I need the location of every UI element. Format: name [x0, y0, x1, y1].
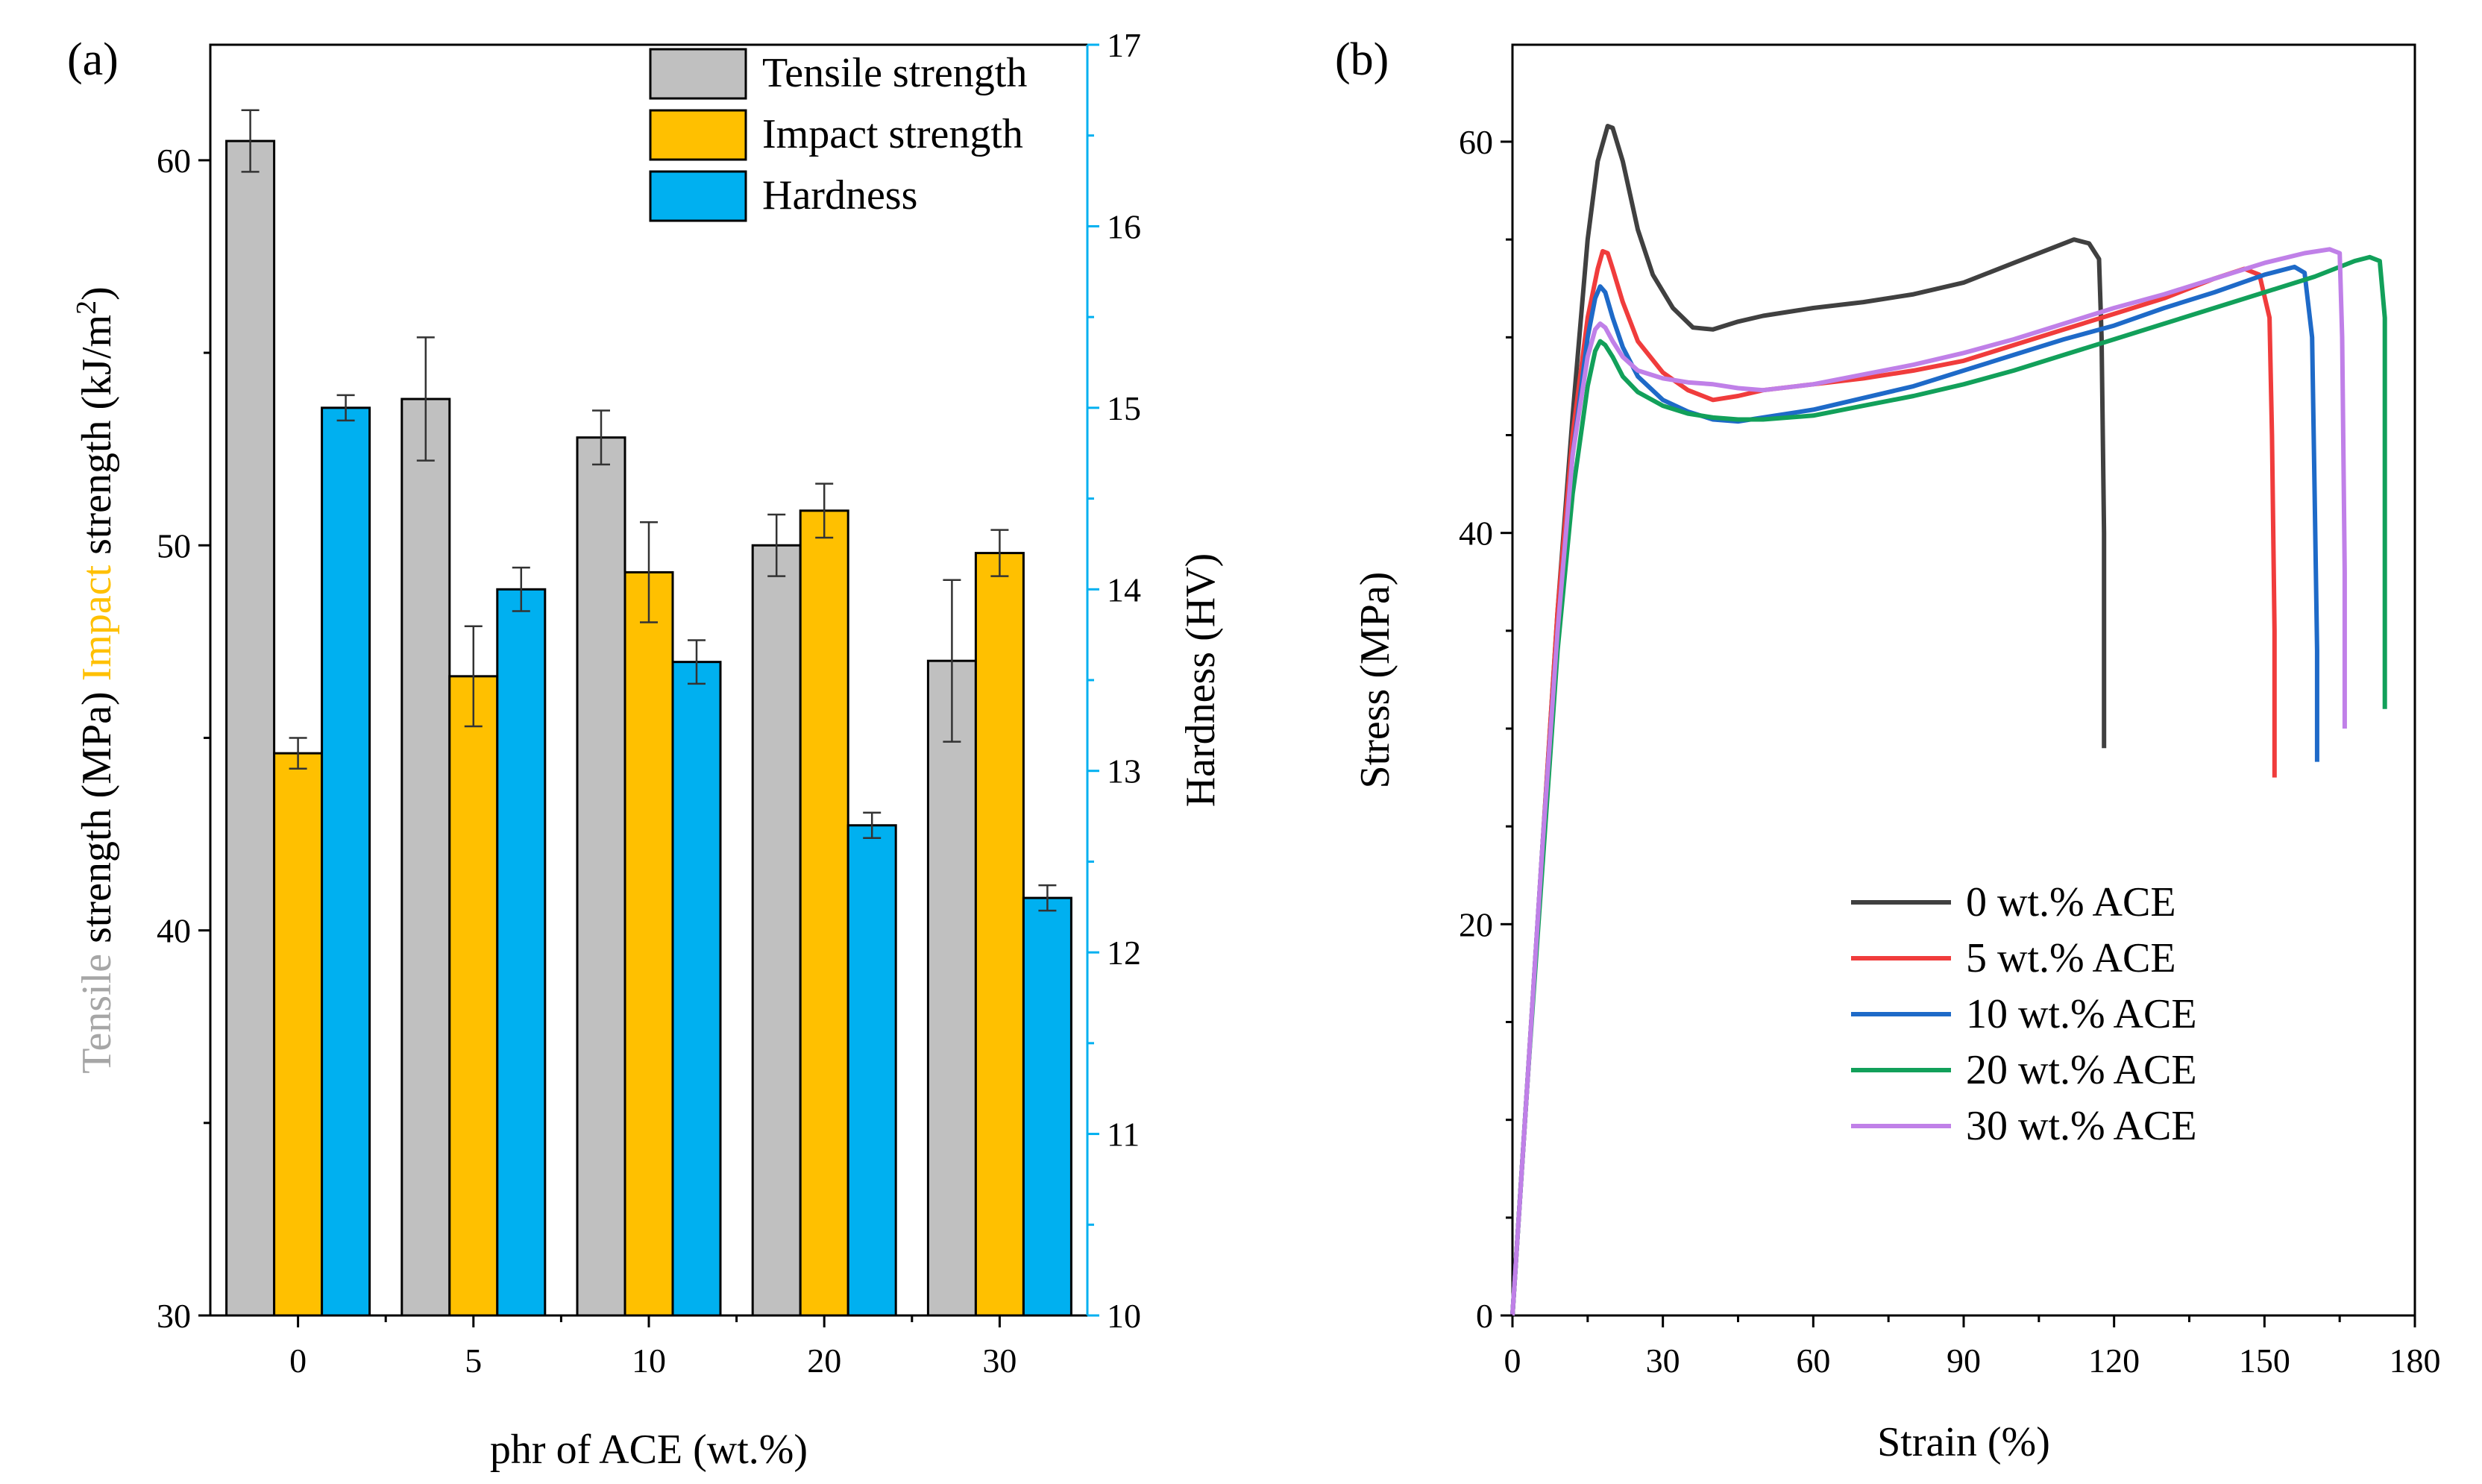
b-xtick-label-120: 120 [2088, 1342, 2140, 1380]
line-30-wt-ace [1510, 247, 2347, 1316]
b-xtick-label-90: 90 [1947, 1342, 1981, 1380]
bar-impact-30 [974, 552, 1025, 1317]
a-xtick-label-0: 0 [289, 1342, 307, 1380]
legend-label-10-wt-ace: 10 wt.% ACE [1966, 991, 2197, 1037]
b-xtick-label-150: 150 [2239, 1342, 2290, 1380]
a-y2tick-label-14: 14 [1107, 570, 1141, 609]
a-xtick-label-30: 30 [982, 1342, 1017, 1380]
panel-b-y-axis: 0 20 40 60 [1459, 123, 1512, 1335]
bar-tensile-10 [576, 436, 626, 1317]
a-y2tick-label-12: 12 [1107, 934, 1141, 972]
b-ytick-label-0: 0 [1476, 1297, 1493, 1335]
y-title-tensile: Tensile [74, 954, 120, 1074]
line-5-wt-ace [1510, 248, 2277, 1316]
panel-b-label: (b) [1335, 34, 1389, 85]
a-y2tick-label-11: 11 [1107, 1116, 1140, 1154]
b-xtick-label-180: 180 [2390, 1342, 2441, 1380]
panel-a-x-axis: 0 5 10 20 30 [289, 1315, 1017, 1380]
a-ytick-label-40: 40 [157, 912, 191, 950]
bar-tensile-5 [400, 397, 451, 1317]
a-y2tick-label-13: 13 [1107, 752, 1141, 790]
legend-label-0-wt-ace: 0 wt.% ACE [1966, 879, 2176, 925]
y-title-superscript: 2 [71, 301, 102, 315]
b-xtick-label-60: 60 [1796, 1342, 1830, 1380]
panel-a-legend: Tensile strength Impact strength Hardness [649, 48, 1027, 222]
panel-b-x-axis-title: Strain (%) [1877, 1419, 2050, 1465]
bar-tensile-0 [225, 139, 276, 1317]
legend-label-20-wt-ace: 20 wt.% ACE [1966, 1047, 2197, 1093]
panel-a-y-axis-title: Tensile strength (MPa) Impact strength (… [71, 286, 120, 1074]
bar-impact-0 [273, 752, 324, 1317]
panel-a-label: (a) [67, 34, 119, 85]
line-20-wt-ace [1510, 254, 2387, 1316]
panel-b-legend: 0 wt.% ACE 5 wt.% ACE 10 wt.% ACE 20 wt.% A… [1851, 879, 2197, 1149]
a-ytick-label-50: 50 [157, 526, 191, 565]
legend-label-5-wt-ace: 5 wt.% ACE [1966, 935, 2176, 981]
panel-a-left-axis: 30 40 50 60 [157, 142, 210, 1335]
panel-a-right-axis: 10 11 12 13 14 15 16 17 [1087, 26, 1141, 1335]
a-y2tick-label-10: 10 [1107, 1297, 1141, 1335]
a-y2tick-label-15: 15 [1107, 389, 1141, 427]
legend-label-30-wt-ace: 30 wt.% ACE [1966, 1103, 2197, 1149]
a-xtick-label-20: 20 [807, 1342, 841, 1380]
a-xtick-label-5: 5 [465, 1342, 482, 1380]
bar-hardness-5 [496, 588, 547, 1317]
y-title-close-paren: ) [74, 286, 120, 301]
bar-hardness-10 [671, 661, 722, 1317]
bar-impact-10 [623, 570, 674, 1317]
legend-swatch-impact [649, 109, 747, 161]
bar-hardness-0 [321, 406, 371, 1317]
legend-label-impact: Impact strength [762, 111, 1023, 157]
b-xtick-label-0: 0 [1504, 1342, 1521, 1380]
panel-a-bars [225, 139, 1072, 1317]
panel-a-x-axis-title: phr of ACE (wt.%) [490, 1427, 808, 1473]
a-y2tick-label-17: 17 [1107, 26, 1141, 64]
bar-tensile-30 [926, 659, 977, 1317]
legend-swatch-hardness [649, 170, 747, 222]
y-title-strength-mpa: strength (MPa) [74, 681, 120, 954]
line-10-wt-ace [1510, 264, 2319, 1316]
panel-b-plot-frame [1511, 43, 2416, 1317]
b-xtick-label-30: 30 [1646, 1342, 1680, 1380]
b-ytick-label-20: 20 [1459, 905, 1493, 943]
a-ytick-label-30: 30 [157, 1297, 191, 1335]
bar-hardness-30 [1022, 896, 1072, 1317]
a-ytick-label-60: 60 [157, 142, 191, 180]
legend-label-tensile: Tensile strength [762, 50, 1027, 96]
legend-swatch-tensile [649, 48, 747, 100]
line-0-wt-ace [1510, 124, 2107, 1316]
bar-tensile-20 [751, 544, 802, 1317]
panel-a: (a) 30 40 50 60 10 11 12 13 14 15 16 17 0 5 10 20 30 p… [67, 26, 1224, 1473]
legend-label-hardness: Hardness [762, 172, 917, 218]
panel-b-lines [1510, 124, 2387, 1316]
panel-a-error-bars [241, 109, 1057, 912]
b-ytick-label-60: 60 [1459, 123, 1493, 161]
a-xtick-label-10: 10 [632, 1342, 666, 1380]
panel-b-y-axis-title: Stress (MPa) [1352, 572, 1398, 789]
b-ytick-label-40: 40 [1459, 515, 1493, 553]
panel-a-hardness-axis-title: Hardness (HV) [1178, 553, 1224, 808]
y-title-impact: Impact [74, 565, 120, 681]
a-y2tick-label-16: 16 [1107, 207, 1141, 245]
y-title-strength-kj: strength (kJ/m [74, 315, 120, 565]
panel-b-x-axis: 0 30 60 90 120 150 180 [1504, 1315, 2441, 1380]
bar-impact-20 [799, 509, 849, 1317]
bar-hardness-20 [846, 824, 897, 1317]
bar-impact-5 [448, 675, 499, 1317]
